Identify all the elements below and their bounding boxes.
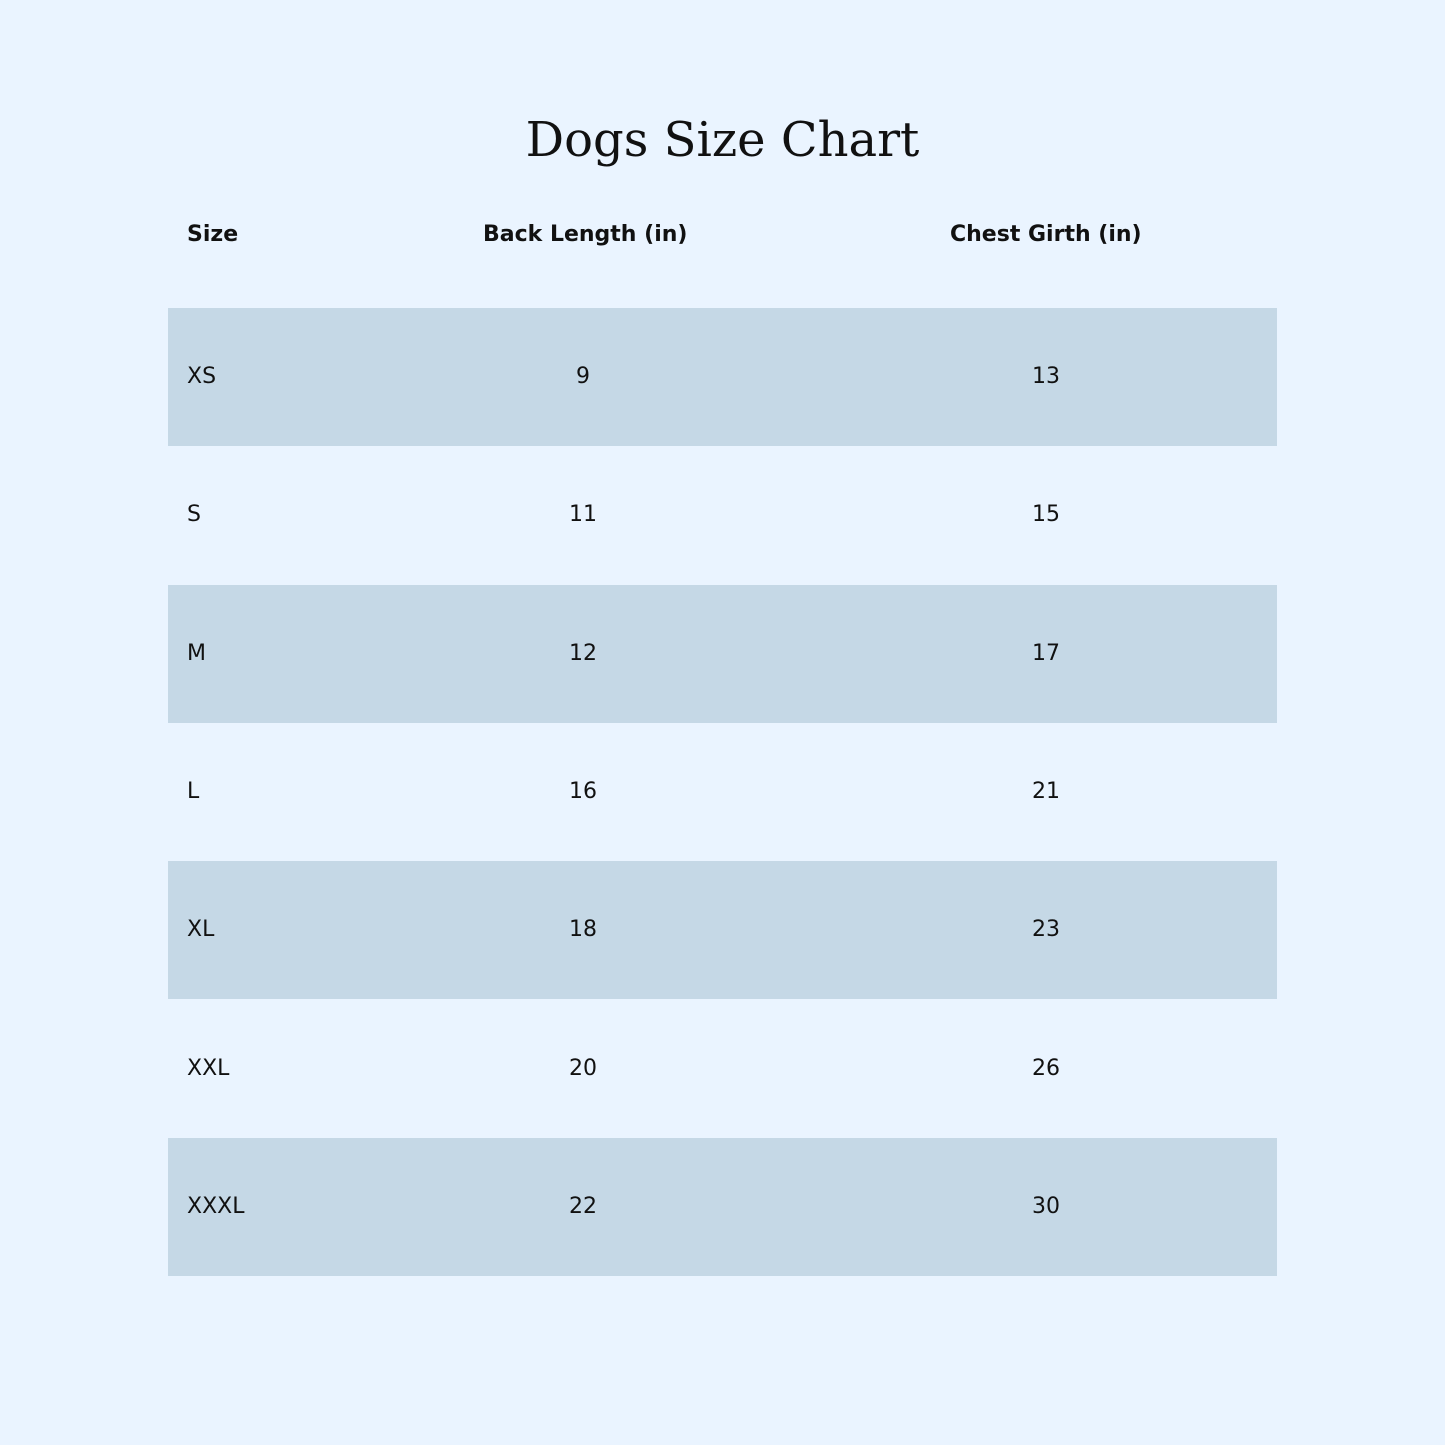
chest-girth-cell: 15	[1032, 502, 1060, 528]
table-row: S 11 15	[168, 446, 1277, 584]
table-row: XXL 20 26	[168, 1000, 1277, 1138]
chest-girth-cell: 30	[1032, 1193, 1060, 1219]
chest-girth-cell: 21	[1032, 778, 1060, 804]
back-length-cell: 9	[576, 364, 590, 389]
size-cell: XL	[187, 917, 215, 943]
size-cell: M	[187, 640, 206, 666]
chest-girth-cell: 26	[1032, 1055, 1060, 1081]
back-length-cell: 16	[569, 778, 597, 804]
back-length-cell: 20	[569, 1055, 597, 1081]
chest-girth-cell: 23	[1032, 917, 1060, 943]
back-length-cell: 11	[569, 502, 597, 528]
header-back-length: Back Length (in)	[483, 222, 688, 247]
size-cell: L	[187, 778, 200, 804]
size-cell: XXL	[187, 1055, 230, 1081]
size-cell: S	[187, 502, 201, 528]
back-length-cell: 22	[569, 1193, 597, 1219]
chest-girth-cell: 17	[1032, 640, 1060, 666]
back-length-cell: 18	[569, 917, 597, 943]
header-chest-girth: Chest Girth (in)	[950, 222, 1142, 247]
table-row: XS 9 13	[168, 308, 1277, 446]
table-row: XL 18 23	[168, 861, 1277, 1000]
chest-girth-cell: 13	[1032, 364, 1060, 389]
header-size: Size	[187, 222, 239, 247]
table-row: M 12 17	[168, 584, 1277, 723]
table-row: XXXL 22 30	[168, 1137, 1277, 1276]
page-title: Dogs Size Chart	[525, 112, 920, 168]
back-length-cell: 12	[569, 640, 597, 666]
size-cell: XXXL	[187, 1193, 245, 1219]
table-row: L 16 21	[168, 723, 1277, 861]
size-cell: XS	[187, 364, 217, 389]
